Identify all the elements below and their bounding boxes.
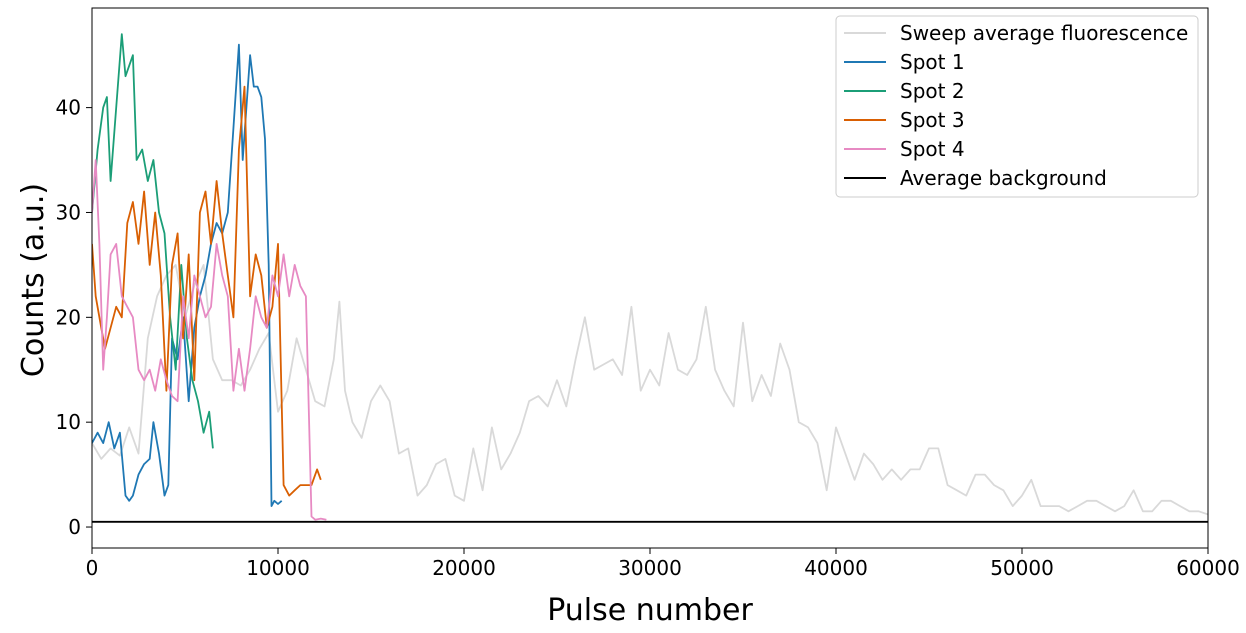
x-tick-label: 10000 [246,556,310,580]
legend: Sweep average fluorescence Spot 1 Spot 2 Sp… [835,15,1199,198]
legend-entry-label: Sweep average fluorescence [900,21,1188,45]
series-line-spot-3 [92,85,322,497]
legend-entry-label: Spot 1 [900,50,965,74]
y-tick-label: 0 [68,515,81,539]
y-tick-label: 40 [56,96,81,120]
series-line-sweep-average-fluorescence [92,263,1208,516]
series-layer [92,33,1208,523]
x-tick-label: 30000 [618,556,682,580]
legend-entry-label: Average background [900,166,1107,190]
series-line-spot-1 [92,43,283,508]
x-tick-label: 60000 [1176,556,1240,580]
series-line-spot-2 [92,33,214,449]
legend-entry-label: Spot 3 [900,108,965,132]
y-axis-label: Counts (a.u.) [16,183,51,377]
legend-box [835,15,1199,198]
x-tick-label: 0 [86,556,99,580]
legend-entry-label: Spot 4 [900,137,965,161]
x-tick-label: 40000 [804,556,868,580]
y-tick-label: 10 [56,410,81,434]
x-axis-label: Pulse number [547,593,753,628]
series-line-spot-4 [92,159,327,521]
legend-entry-label: Spot 2 [900,79,965,103]
y-tick-label: 20 [56,305,81,329]
x-tick-label: 20000 [432,556,496,580]
axes-layer: 0 10000 20000 30000 40000 50000 60000 0 10 20 30 40 [56,7,1240,580]
y-tick-label: 30 [56,200,81,224]
x-tick-label: 50000 [990,556,1054,580]
